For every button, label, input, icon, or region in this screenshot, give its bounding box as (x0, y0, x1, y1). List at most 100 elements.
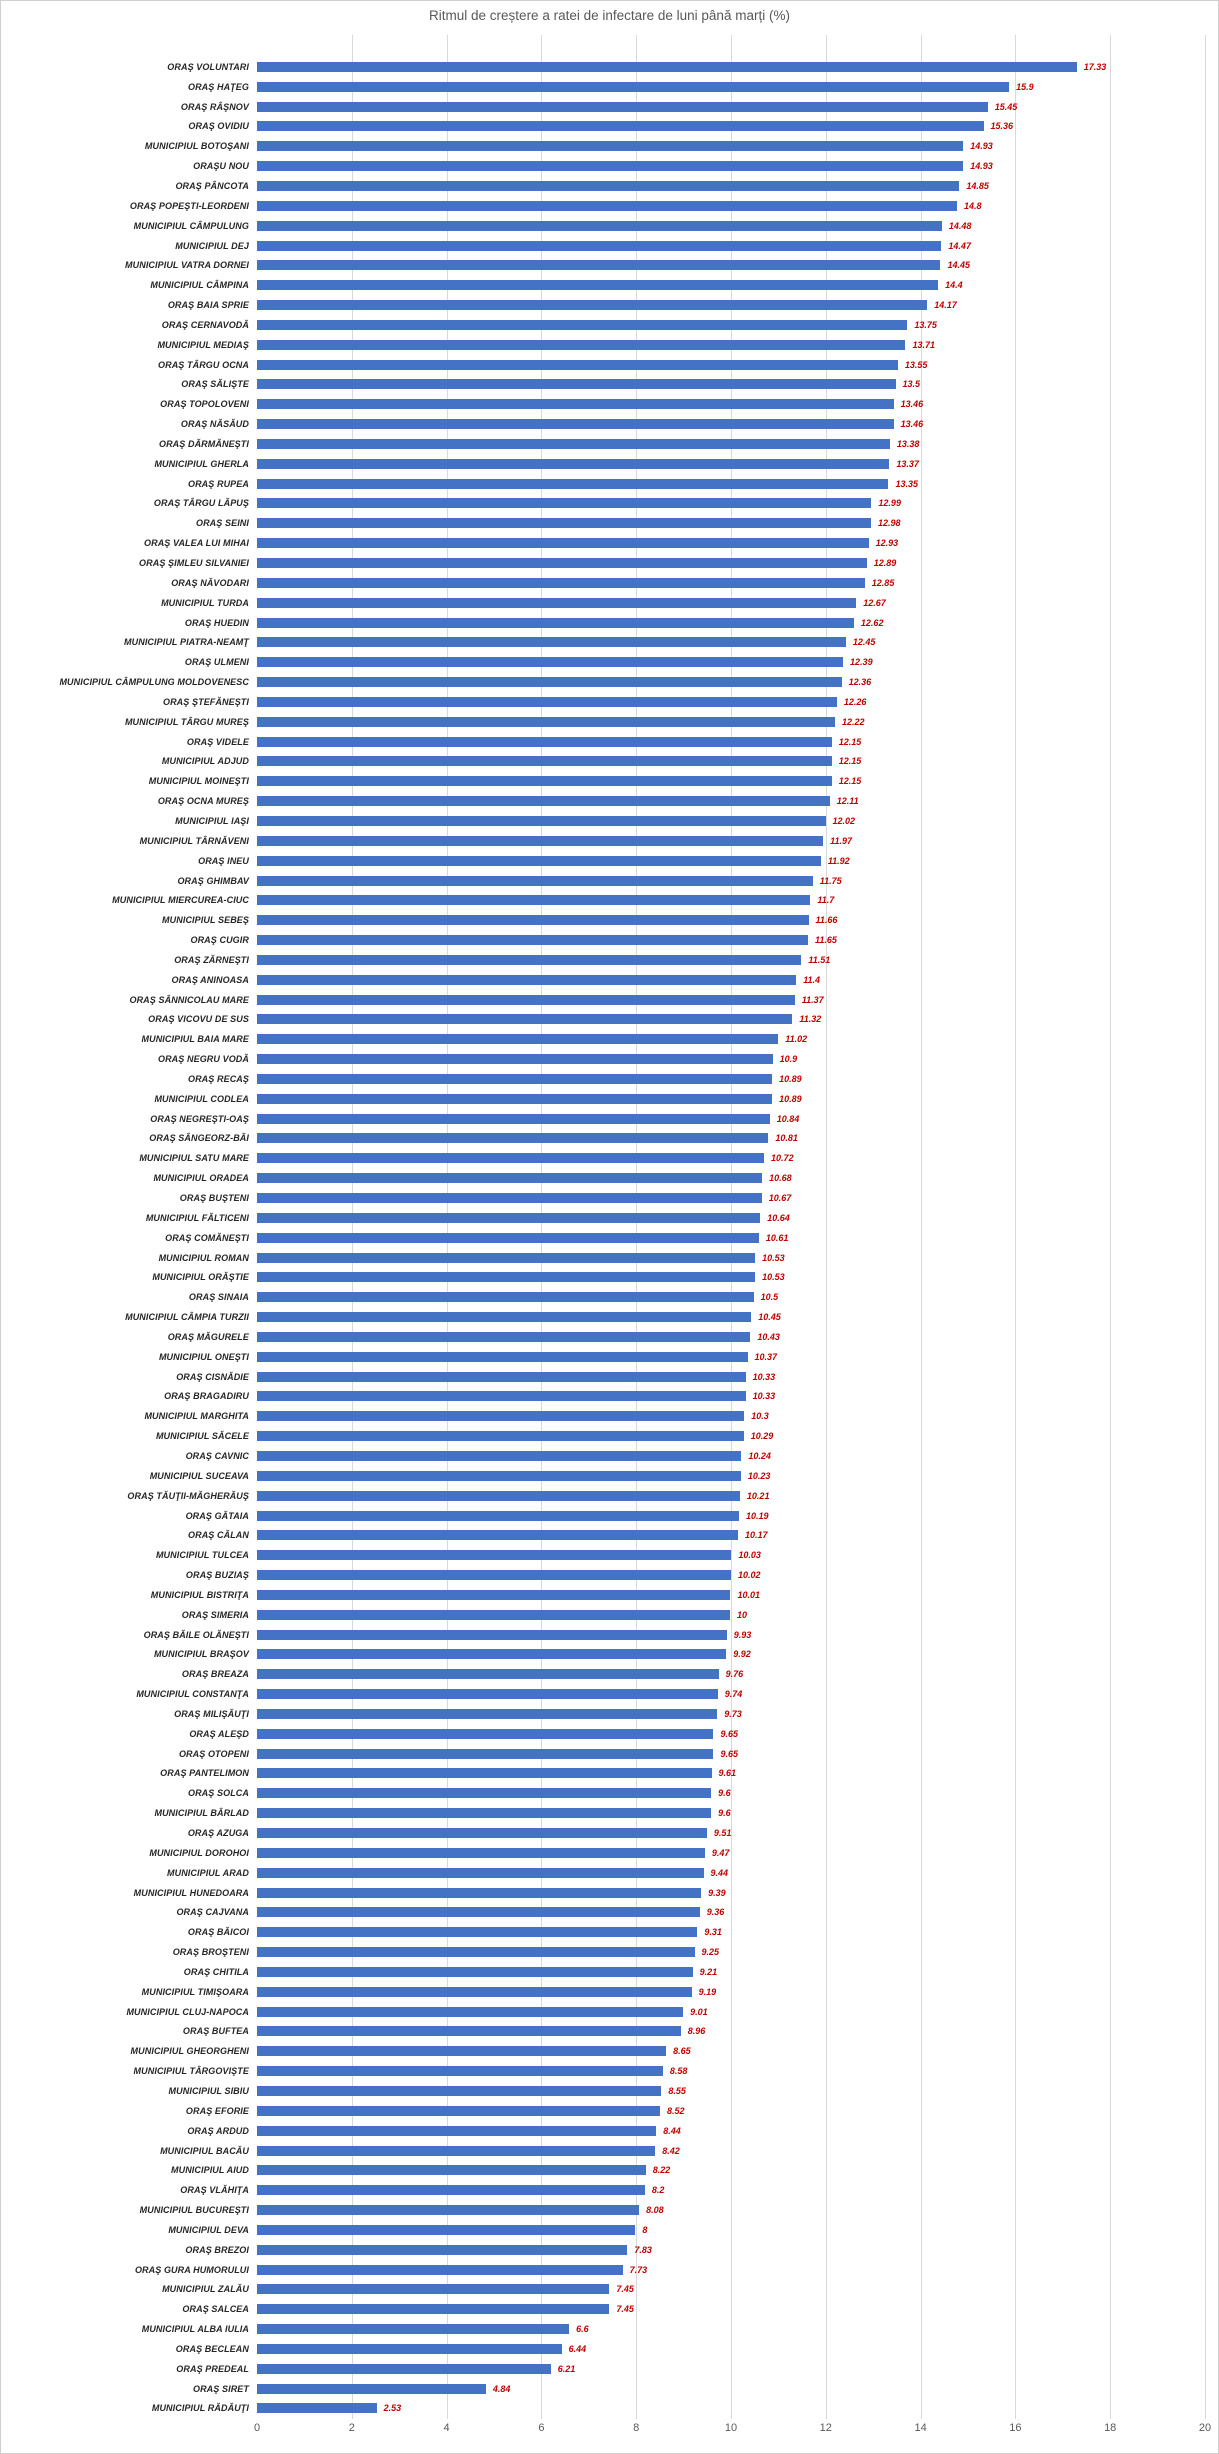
bar (257, 2066, 663, 2077)
value-label: 8.44 (663, 2125, 681, 2136)
bar (257, 1927, 698, 1938)
value-label: 9.65 (720, 1728, 738, 1739)
bar-track: 12.36 (257, 672, 1203, 692)
category-label: ORAŞ ŞIMLEU SILVANIEI (139, 558, 249, 569)
bar-row: MUNICIPIUL SIBIU 8.55 (1, 2081, 1203, 2101)
bar-row: MUNICIPIUL CÂMPULUNG MOLDOVENESC 12.36 (1, 672, 1203, 692)
bar (257, 319, 908, 330)
value-label: 12.26 (843, 696, 867, 707)
bar-track: 13.35 (257, 474, 1203, 494)
value-label: 10.21 (746, 1490, 770, 1501)
bar-row: MUNICIPIUL ORĂŞTIE 10.53 (1, 1267, 1203, 1287)
bar (257, 1272, 756, 1283)
category-label: ORAŞ VALEA LUI MIHAI (144, 538, 249, 549)
bar-row: MUNICIPIUL SEBEŞ 11.66 (1, 910, 1203, 930)
value-label: 9.25 (701, 1947, 720, 1958)
bar-row: MUNICIPIUL CÂMPINA 14.4 (1, 275, 1203, 295)
bar-track: 15.9 (257, 77, 1203, 97)
bar-row: ORAŞ HUEDIN 12.62 (1, 613, 1203, 633)
bar-row: ORAŞ CAJVANA 9.36 (1, 1902, 1203, 1922)
category-label: MUNICIPIUL ONEŞTI (158, 1351, 249, 1362)
bar-row: ORAŞ NEGREŞTI-OAŞ 10.84 (1, 1109, 1203, 1129)
category-label: ORAŞ DĂRMĂNEŞTI (158, 438, 249, 449)
bar (257, 2304, 610, 2315)
bar (257, 2006, 684, 2017)
bar (257, 498, 872, 509)
bar-row: MUNICIPIUL SUCEAVA 10.23 (1, 1466, 1203, 1486)
value-label: 14.47 (948, 240, 971, 251)
x-axis-tick-label: 8 (633, 2422, 640, 2434)
bar (257, 617, 854, 628)
bar-track: 4.84 (257, 2379, 1203, 2399)
bar-row: ORAŞ EFORIE 8.52 (1, 2101, 1203, 2121)
value-label: 10.3 (751, 1411, 769, 1422)
value-label: 15.45 (994, 101, 1018, 112)
bar-row: ORAŞ BAIA SPRIE 14.17 (1, 295, 1203, 315)
value-label: 13.5 (902, 379, 921, 390)
bar-row: ORAŞ TOPOLOVENI 13.46 (1, 394, 1203, 414)
category-label: MUNICIPIUL ROMAN (158, 1252, 249, 1263)
category-label: ORAŞ CUGIR (190, 935, 249, 946)
bar-row: MUNICIPIUL CÂMPIA TURZII 10.45 (1, 1307, 1203, 1327)
value-label: 15.36 (990, 121, 1014, 132)
value-label: 11.51 (808, 954, 831, 965)
bar-track: 8 (257, 2220, 1203, 2240)
bar (257, 2185, 645, 2196)
value-label: 12.36 (848, 677, 872, 688)
bar (257, 1411, 745, 1422)
bar-track: 10.53 (257, 1248, 1203, 1268)
bar (257, 1966, 693, 1977)
bar-row: MUNICIPIUL CLUJ-NAPOCA 9.01 (1, 2002, 1203, 2022)
bar-track: 9.93 (257, 1625, 1203, 1645)
bar (257, 1570, 731, 1581)
bar (257, 538, 869, 549)
bar-row: ORAŞ RÂŞNOV 15.45 (1, 97, 1203, 117)
bar-track: 7.45 (257, 2299, 1203, 2319)
bar-track: 14.45 (257, 255, 1203, 275)
category-label: ORAŞ SIRET (192, 2383, 249, 2394)
bar (257, 1788, 712, 1799)
category-label: MUNICIPIUL BAIA MARE (141, 1034, 249, 1045)
value-label: 2.53 (383, 2403, 402, 2414)
bar (257, 1093, 773, 1104)
category-label: ORAŞ OCNA MUREŞ (157, 796, 249, 807)
value-label: 12.39 (850, 657, 873, 668)
value-label: 8.22 (652, 2165, 671, 2176)
bar-row: ORAŞ VLĂHIŢA 8.2 (1, 2180, 1203, 2200)
bar-row: ORAŞ GURA HUMORULUI 7.73 (1, 2260, 1203, 2280)
bar-track: 12.26 (257, 692, 1203, 712)
bar-row: MUNICIPIUL VATRA DORNEI 14.45 (1, 255, 1203, 275)
value-label: 11.66 (815, 915, 838, 926)
value-label: 9.01 (690, 2006, 708, 2017)
bar-track: 15.45 (257, 97, 1203, 117)
value-label: 11.32 (799, 1014, 822, 1025)
bar-track: 13.38 (257, 434, 1203, 454)
category-label: ORAŞ OTOPENI (178, 1748, 249, 1759)
bar (257, 776, 832, 787)
x-axis-tick-label: 14 (914, 2422, 927, 2434)
category-label: MUNICIPIUL ADJUD (161, 756, 249, 767)
category-label: MUNICIPIUL VATRA DORNEI (125, 260, 249, 271)
category-label: ORAŞ ZĂRNEŞTI (174, 954, 249, 965)
category-label: ORAŞ NĂVODARI (171, 577, 249, 588)
category-label: ORAŞ SIMERIA (181, 1609, 249, 1620)
value-label: 9.65 (720, 1748, 738, 1759)
gridline (1205, 35, 1206, 2419)
bar (257, 1153, 765, 1164)
bar-track: 13.5 (257, 375, 1203, 395)
value-label: 10 (737, 1609, 748, 1620)
category-label: MUNICIPIUL MOINEŞTI (148, 776, 249, 787)
bar-row: ORAŞ CAVNIC 10.24 (1, 1446, 1203, 1466)
bar-track: 10.23 (257, 1466, 1203, 1486)
category-label: ORAŞ CHITILA (183, 1966, 249, 1977)
bar (257, 796, 830, 807)
bar (257, 61, 1077, 72)
value-label: 9.6 (718, 1788, 731, 1799)
bar-track: 17.33 (257, 57, 1203, 77)
category-label: MUNICIPIUL ORADEA (153, 1173, 249, 1184)
bar-track: 12.15 (257, 752, 1203, 772)
category-label: MUNICIPIUL BISTRIŢA (150, 1589, 249, 1600)
value-label: 10.81 (775, 1133, 798, 1144)
bar (257, 2205, 640, 2216)
bar-track: 13.37 (257, 454, 1203, 474)
